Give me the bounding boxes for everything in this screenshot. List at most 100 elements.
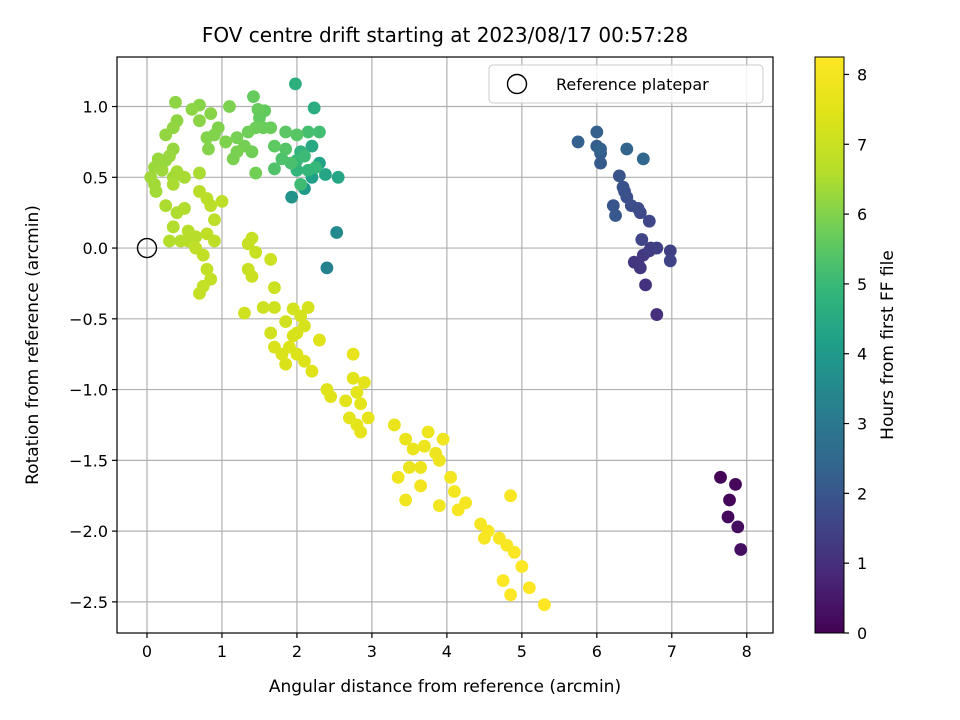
- scatter-point: [414, 461, 428, 474]
- axis-ticks: 0 1 2 3 4 5 6 7 8 1.0 0.5 0.0 −0.5 −1.0 −1.5 −2.0 −2.5: [69, 98, 752, 661]
- scatter-point: [294, 177, 308, 191]
- y-tick-label: −1.0: [69, 381, 108, 400]
- scatter-point: [436, 432, 450, 446]
- legend-label: Reference platepar: [556, 75, 709, 94]
- scatter-point: [496, 574, 510, 588]
- colorbar-tick-label: 3: [857, 415, 867, 434]
- scatter-point: [399, 493, 413, 507]
- scatter-point: [723, 493, 736, 507]
- scatter-point: [432, 453, 446, 467]
- scatter-point: [620, 142, 634, 156]
- scatter-point: [313, 333, 326, 347]
- scatter-point: [650, 241, 664, 255]
- y-tick-label: −0.5: [69, 310, 108, 329]
- scatter-point: [241, 237, 255, 251]
- scatter-point: [307, 101, 321, 115]
- scatter-point: [286, 329, 300, 343]
- scatter-point: [223, 100, 236, 113]
- x-tick-label: 1: [217, 642, 227, 661]
- scatter-point: [387, 418, 401, 432]
- scatter-point: [459, 496, 473, 510]
- scatter-point: [159, 128, 173, 142]
- scatter-point: [279, 142, 293, 156]
- scatter-point: [642, 214, 656, 228]
- scatter-point: [421, 425, 435, 439]
- scatter-point: [249, 166, 263, 180]
- scatter-point: [275, 152, 289, 166]
- y-tick-label: −2.0: [69, 522, 108, 541]
- scatter-point: [268, 139, 281, 153]
- scatter-point: [320, 261, 334, 275]
- scatter-point: [241, 125, 255, 139]
- scatter-point: [251, 102, 265, 116]
- scatter-point: [238, 306, 251, 320]
- scatter-point: [193, 166, 206, 180]
- scatter-point: [635, 233, 649, 246]
- scatter-point: [305, 364, 319, 378]
- scatter-point: [609, 209, 622, 222]
- scatter-point: [268, 162, 281, 176]
- scatter-point: [208, 213, 221, 227]
- scatter-point: [268, 301, 281, 314]
- scatter-point: [729, 478, 742, 491]
- scatter-point: [319, 168, 332, 181]
- scatter-point: [294, 309, 308, 323]
- legend: Reference platepar: [488, 64, 764, 104]
- scatter-point: [417, 439, 431, 453]
- scatter-point: [204, 107, 218, 121]
- scatter-point: [256, 301, 270, 314]
- scatter-point: [650, 308, 664, 321]
- scatter-point: [301, 125, 315, 139]
- scatter-point: [249, 245, 263, 259]
- scatter-point: [264, 252, 278, 266]
- x-axis-label: Angular distance from reference (arcmin): [269, 677, 621, 697]
- scatter-point: [279, 357, 293, 371]
- scatter-point: [196, 248, 210, 262]
- scatter-point: [200, 262, 214, 276]
- y-tick-label: 0.0: [83, 239, 108, 258]
- x-tick-label: 2: [292, 642, 302, 661]
- scatter-point: [204, 199, 218, 212]
- scatter-point: [166, 177, 180, 191]
- x-tick-label: 8: [742, 642, 752, 661]
- scatter-point: [594, 142, 607, 156]
- scatter-point: [219, 135, 233, 149]
- reference-platepar-marker: [136, 237, 158, 259]
- scatter-point: [663, 244, 677, 258]
- scatter-point: [515, 560, 529, 573]
- scatter-point: [663, 254, 677, 268]
- scatter-point: [571, 135, 585, 149]
- legend-box: [488, 64, 764, 104]
- x-tick-label: 4: [442, 642, 452, 661]
- scatter-point: [391, 470, 405, 484]
- colorbar-label: Hours from first FF file: [878, 250, 898, 440]
- scatter-point: [215, 194, 229, 208]
- scatter-point: [169, 95, 182, 109]
- scatter-point: [279, 125, 293, 139]
- scatter-point: [324, 390, 338, 404]
- scatter-point: [361, 411, 375, 425]
- colorbar-tick-label: 5: [857, 275, 867, 294]
- colorbar-tick-label: 2: [857, 484, 867, 503]
- scatter-point: [406, 442, 420, 456]
- scatter-point: [301, 301, 315, 314]
- scatter-point: [346, 371, 360, 385]
- scatter-point: [264, 326, 278, 340]
- colorbar-gradient: [815, 57, 844, 633]
- x-tick-label: 6: [592, 642, 602, 661]
- scatter-point: [313, 125, 326, 139]
- scatter-point: [504, 489, 517, 503]
- scatter-point: [330, 226, 344, 239]
- scatter-point: [163, 149, 176, 163]
- scatter-point: [202, 142, 215, 156]
- scatter-point: [414, 479, 428, 493]
- scatter-point: [305, 139, 319, 153]
- chart-title: FOV centre drift starting at 2023/08/17 …: [202, 23, 688, 47]
- y-tick-label: −2.5: [69, 593, 108, 612]
- scatter-point: [507, 545, 521, 559]
- scatter-point: [339, 394, 353, 408]
- colorbar-tick-label: 4: [857, 345, 867, 364]
- colorbar-tick-label: 8: [857, 65, 867, 84]
